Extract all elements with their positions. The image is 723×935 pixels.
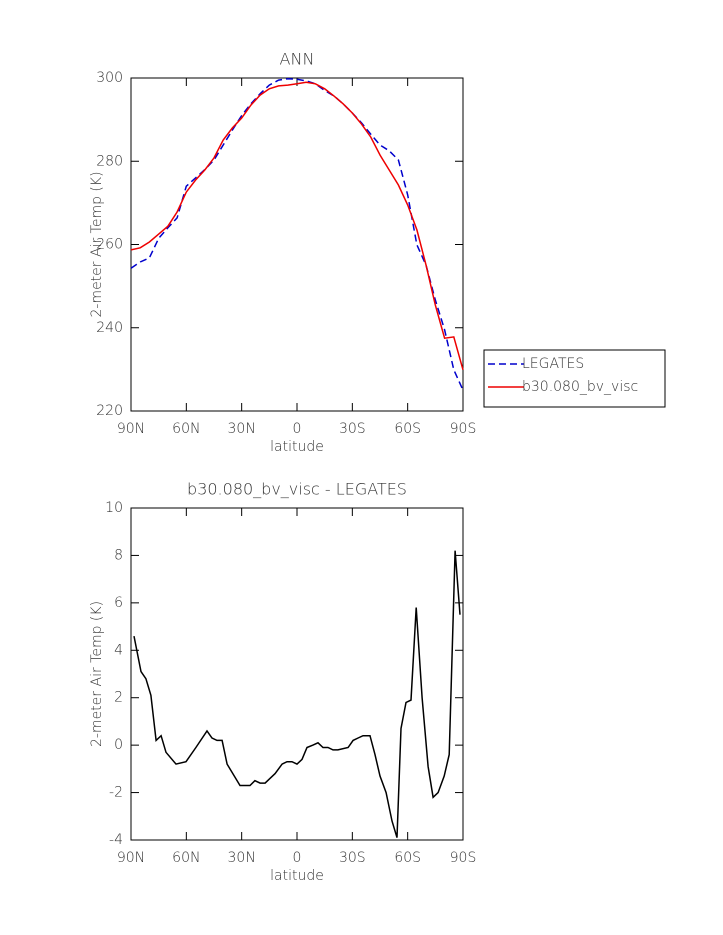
y-tick-label: 2 xyxy=(114,690,123,706)
x-tick-label: 0 xyxy=(293,850,302,866)
panel: ANN latitude 2-meter Air Temp (K) 90N 60N 30N… xyxy=(89,50,666,455)
legend-label: LEGATES xyxy=(522,356,584,372)
x-tick-label: 30N xyxy=(228,850,256,866)
legend-label: b30.080_bv_visc xyxy=(522,379,638,395)
y-tick-label: 260 xyxy=(96,237,123,253)
y-tick-label: -2 xyxy=(109,785,123,801)
legend-box xyxy=(483,349,666,408)
x-tick-label: 60N xyxy=(172,421,200,437)
plot-frame xyxy=(130,77,464,412)
y-tick-label: 10 xyxy=(105,500,123,516)
x-axis-label: latitude xyxy=(270,439,324,455)
y-tick-label: 240 xyxy=(96,320,123,336)
y-axis-label: 2-meter Air Temp (K) xyxy=(89,601,105,747)
x-tick-label: 30S xyxy=(339,421,366,437)
y-tick-label: 4 xyxy=(114,642,123,658)
panel: b30.080_bv_visc - LEGATES latitude 2-meter… xyxy=(89,480,476,885)
data-line xyxy=(130,78,464,391)
y-tick-label: 8 xyxy=(114,547,123,563)
x-tick-label: 60N xyxy=(172,850,200,866)
x-axis-label: latitude xyxy=(270,868,324,884)
y-tick-label: 220 xyxy=(96,403,123,419)
y-axis-label: 2-meter Air Temp (K) xyxy=(89,171,105,317)
y-tick-label: 300 xyxy=(96,70,123,86)
x-tick-label: 90S xyxy=(450,421,477,437)
x-tick-label: 0 xyxy=(293,421,302,437)
chart-title: ANN xyxy=(280,50,315,69)
y-tick-label: 6 xyxy=(114,595,123,611)
data-line xyxy=(133,550,461,838)
y-tick-label: 0 xyxy=(114,737,123,753)
x-tick-label: 90N xyxy=(117,421,145,437)
chart-title: b30.080_bv_visc - LEGATES xyxy=(187,480,407,499)
x-tick-label: 60S xyxy=(394,421,421,437)
y-tick-label: -4 xyxy=(109,832,123,848)
x-tick-label: 30N xyxy=(228,421,256,437)
data-line xyxy=(130,81,464,371)
y-tick-label: 280 xyxy=(96,153,123,169)
x-tick-label: 30S xyxy=(339,850,366,866)
x-tick-label: 90S xyxy=(450,850,477,866)
x-tick-label: 60S xyxy=(394,850,421,866)
x-tick-label: 90N xyxy=(117,850,145,866)
